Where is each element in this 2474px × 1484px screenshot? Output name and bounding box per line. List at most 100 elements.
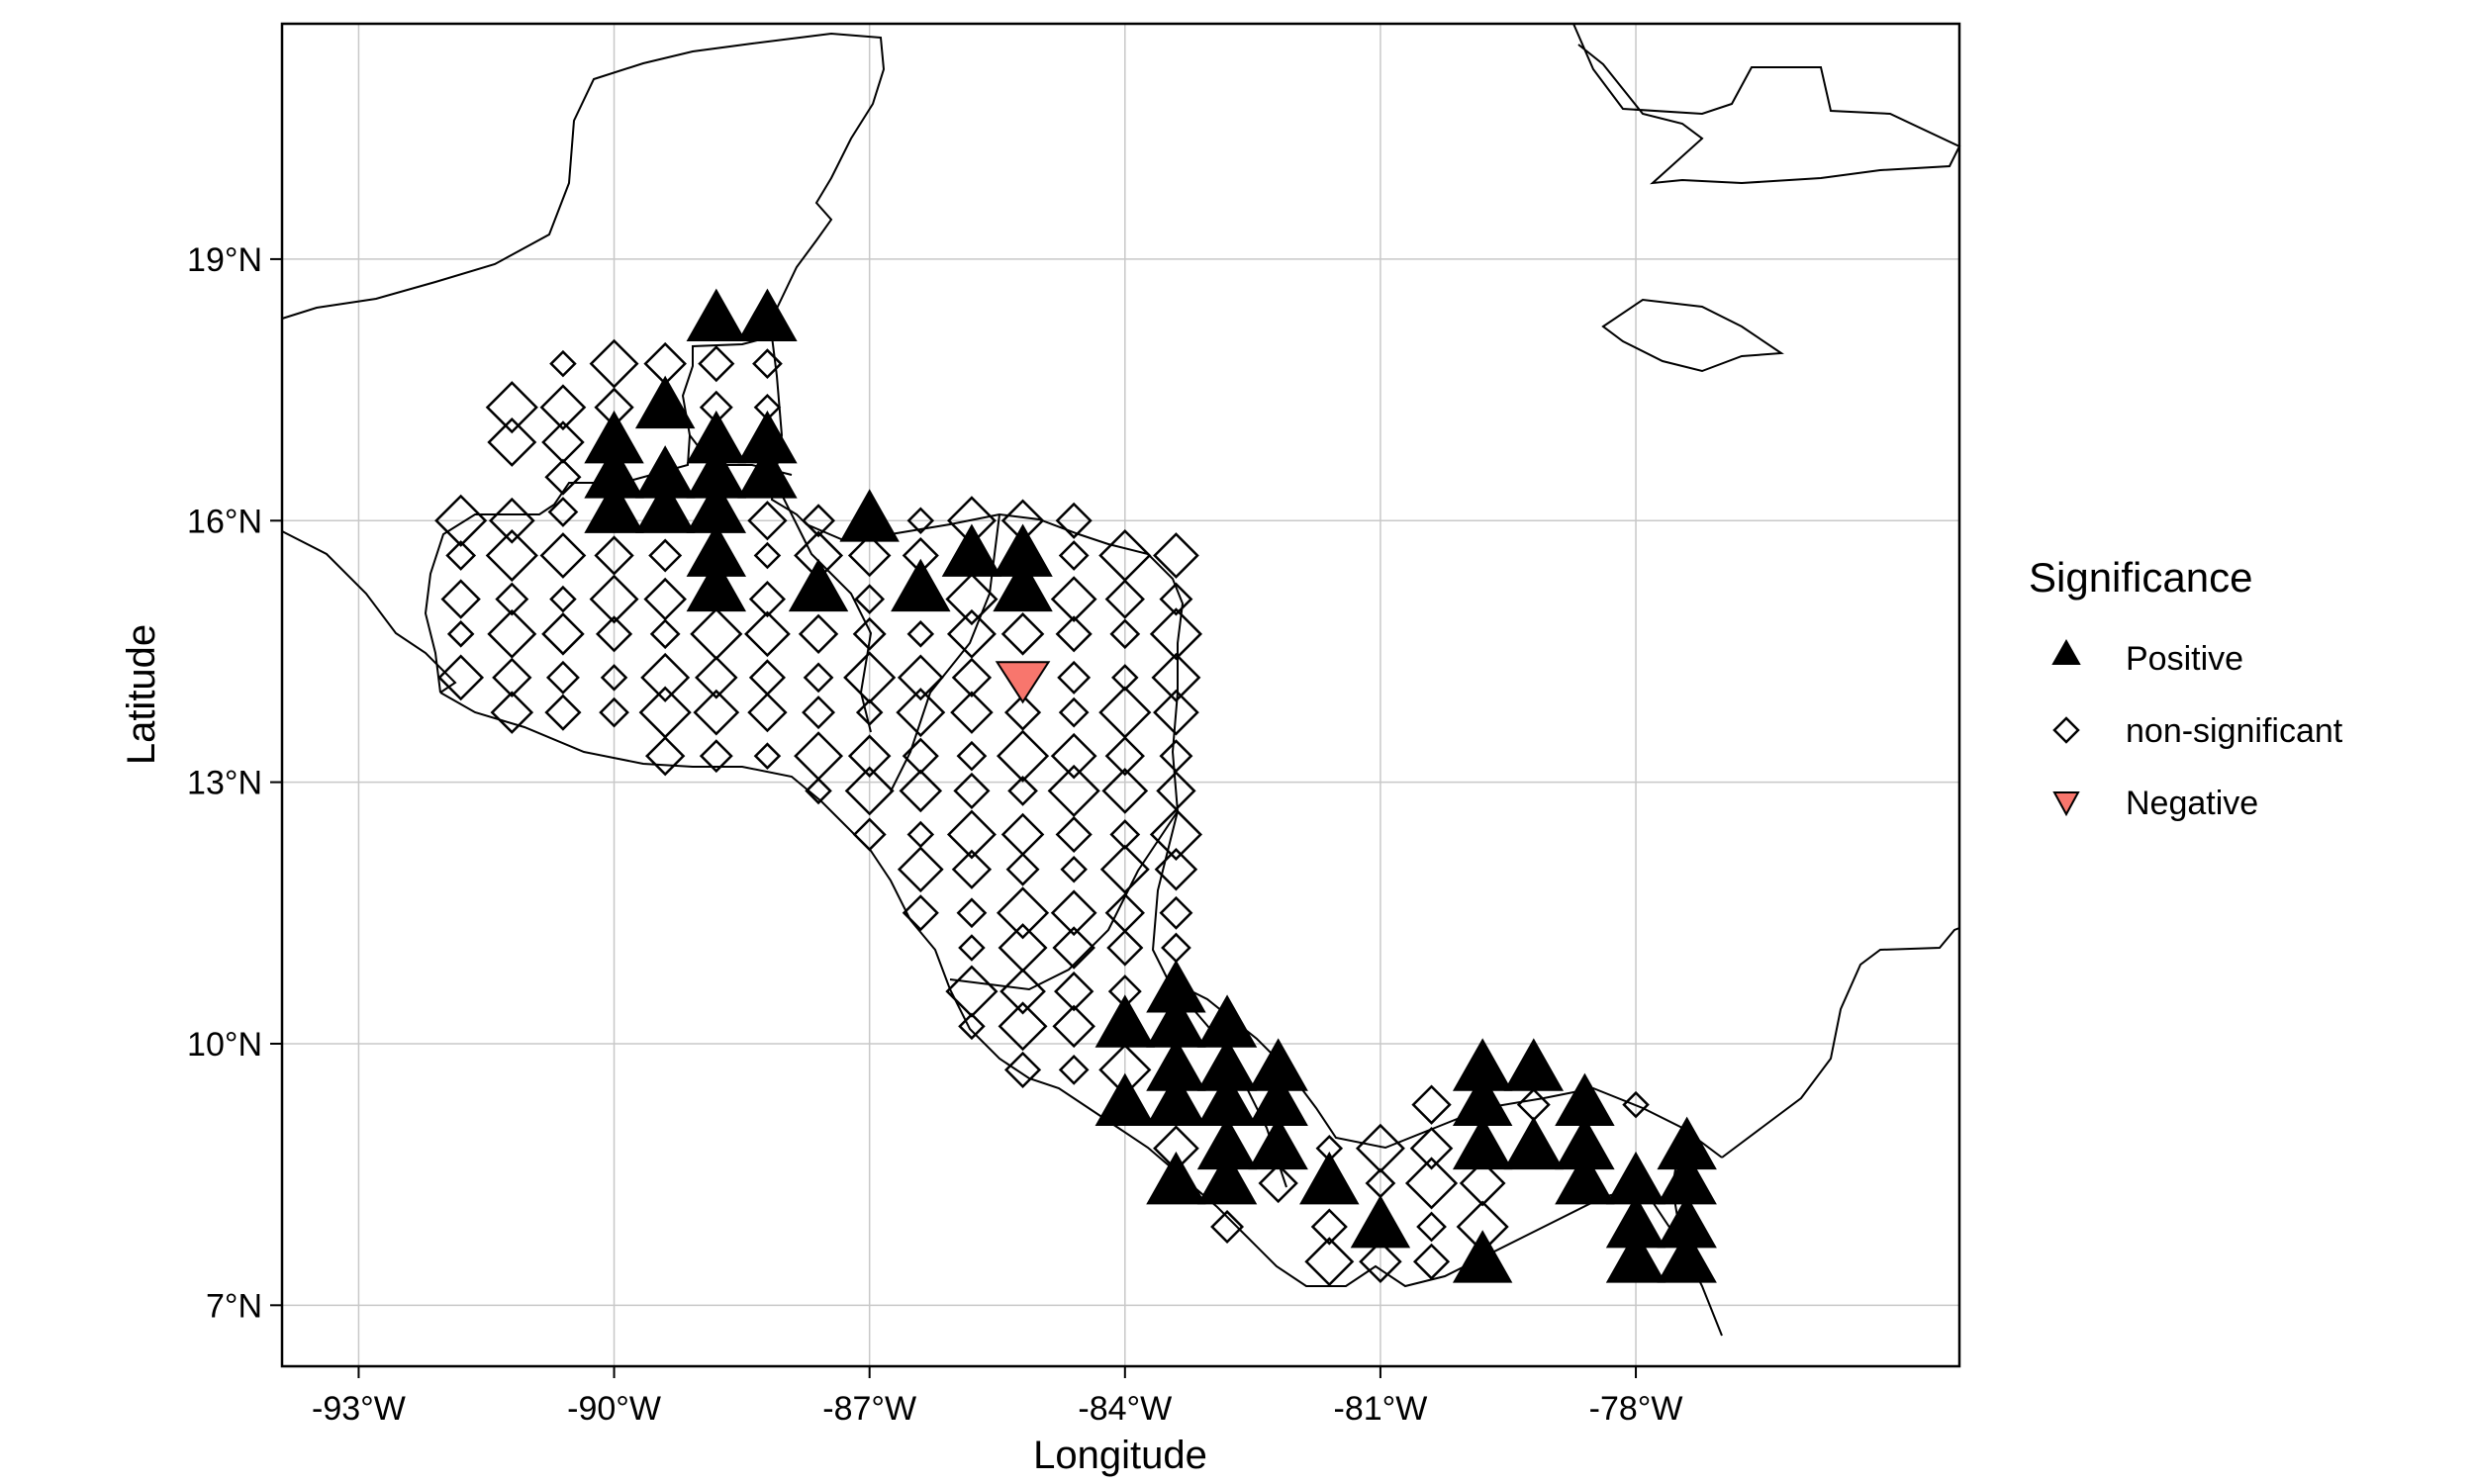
point-nonsignificant-diamond bbox=[1159, 582, 1193, 616]
point-nonsignificant-diamond bbox=[855, 698, 884, 726]
x-tick-label: -78°W bbox=[1589, 1390, 1683, 1428]
point-nonsignificant-diamond bbox=[1055, 815, 1093, 854]
point-nonsignificant-diamond bbox=[798, 613, 839, 654]
point-nonsignificant-diamond bbox=[996, 729, 1050, 783]
point-nonsignificant-diamond bbox=[1047, 764, 1100, 817]
point-nonsignificant-diamond bbox=[1459, 1159, 1506, 1207]
point-nonsignificant-diamond bbox=[1304, 1237, 1355, 1287]
point-nonsignificant-diamond bbox=[495, 582, 529, 616]
point-nonsignificant-diamond bbox=[1149, 807, 1202, 862]
point-nonsignificant-diamond bbox=[747, 692, 788, 733]
point-positive-triangle bbox=[634, 375, 696, 429]
point-nonsignificant-diamond bbox=[946, 809, 997, 860]
point-nonsignificant-diamond bbox=[896, 688, 946, 738]
point-nonsignificant-diamond bbox=[1000, 612, 1045, 656]
point-nonsignificant-diamond bbox=[950, 691, 994, 734]
point-nonsignificant-diamond bbox=[1109, 618, 1141, 650]
point-positive-triangle bbox=[584, 480, 644, 533]
point-nonsignificant-diamond bbox=[897, 846, 944, 893]
point-nonsignificant-diamond bbox=[595, 615, 633, 653]
point-nonsignificant-diamond bbox=[1058, 696, 1090, 728]
point-nonsignificant-diamond bbox=[996, 886, 1050, 940]
point-nonsignificant-diamond bbox=[440, 579, 481, 619]
point-nonsignificant-diamond bbox=[1411, 1084, 1452, 1125]
cuba-coast bbox=[1484, 23, 1961, 185]
point-nonsignificant-diamond bbox=[1622, 1090, 1650, 1119]
point-nonsignificant-diamond bbox=[1007, 776, 1038, 806]
point-nonsignificant-diamond bbox=[589, 338, 639, 389]
gridlines bbox=[282, 24, 1959, 1366]
data-points bbox=[434, 288, 1717, 1287]
point-positive-triangle bbox=[1094, 1072, 1156, 1127]
point-positive-triangle bbox=[1503, 1038, 1565, 1091]
point-nonsignificant-diamond bbox=[752, 348, 783, 380]
point-positive-triangle bbox=[1146, 1151, 1206, 1205]
point-nonsignificant-diamond bbox=[1050, 576, 1097, 622]
point-positive-triangle bbox=[1196, 1151, 1258, 1205]
point-nonsignificant-diamond bbox=[854, 584, 886, 614]
point-nonsignificant-diamond bbox=[1050, 889, 1097, 937]
point-positive-triangle bbox=[634, 480, 696, 533]
x-axis-title: Longitude bbox=[1033, 1434, 1207, 1477]
point-nonsignificant-diamond bbox=[1258, 1162, 1298, 1204]
y-tick-label: 7°N bbox=[206, 1287, 262, 1325]
south-america-coast bbox=[1721, 927, 1960, 1159]
point-nonsignificant-diamond bbox=[902, 894, 939, 932]
jamaica-coast bbox=[1601, 298, 1784, 373]
point-nonsignificant-diamond bbox=[539, 384, 587, 431]
legend: Significance Positive non-significant Ne… bbox=[2029, 554, 2343, 822]
point-nonsignificant-diamond bbox=[1050, 732, 1097, 780]
point-nonsignificant-diamond bbox=[956, 740, 988, 772]
y-tick-label: 19°N bbox=[187, 241, 262, 279]
point-positive-triangle bbox=[891, 558, 951, 612]
point-negative-triangle bbox=[995, 661, 1051, 704]
point-positive-triangle bbox=[1146, 1072, 1206, 1127]
point-nonsignificant-diamond bbox=[1101, 768, 1149, 814]
x-axis-ticks: -93°W -90°W -87°W -84°W -81°W -78°W bbox=[312, 1366, 1682, 1428]
point-nonsignificant-diamond bbox=[897, 654, 944, 701]
point-nonsignificant-diamond bbox=[946, 608, 997, 659]
point-nonsignificant-diamond bbox=[753, 541, 782, 570]
central-america-pacific-coast bbox=[439, 692, 1723, 1337]
point-nonsignificant-diamond bbox=[1106, 929, 1144, 967]
point-positive-triangle bbox=[1248, 1116, 1308, 1170]
y-tick-label: 13°N bbox=[187, 765, 262, 802]
x-tick-label: -81°W bbox=[1334, 1390, 1428, 1428]
point-nonsignificant-diamond bbox=[1154, 847, 1198, 891]
point-nonsignificant-diamond bbox=[945, 573, 999, 626]
point-nonsignificant-diamond bbox=[805, 777, 832, 805]
point-nonsignificant-diamond bbox=[648, 538, 683, 573]
point-nonsignificant-diamond bbox=[753, 742, 782, 770]
point-nonsignificant-diamond bbox=[906, 507, 935, 535]
legend-title: Significance bbox=[2029, 554, 2252, 601]
x-tick-label: -87°W bbox=[822, 1390, 916, 1428]
point-nonsignificant-diamond bbox=[899, 769, 943, 813]
pacific-coast-mexico bbox=[281, 530, 457, 694]
plot-border bbox=[280, 22, 1961, 1368]
point-nonsignificant-diamond bbox=[699, 739, 733, 774]
point-nonsignificant-diamond bbox=[1055, 502, 1093, 539]
point-nonsignificant-diamond bbox=[1058, 1055, 1090, 1085]
x-tick-label: -84°W bbox=[1078, 1390, 1172, 1428]
point-nonsignificant-diamond bbox=[951, 657, 993, 698]
point-nonsignificant-diamond bbox=[844, 766, 895, 816]
point-positive-triangle bbox=[993, 558, 1053, 612]
point-nonsignificant-diamond bbox=[1153, 532, 1199, 579]
point-nonsignificant-diamond bbox=[747, 501, 788, 541]
point-nonsignificant-diamond bbox=[748, 581, 786, 618]
point-nonsignificant-diamond bbox=[695, 656, 738, 699]
point-nonsignificant-diamond bbox=[693, 689, 740, 736]
point-nonsignificant-diamond bbox=[1055, 615, 1093, 653]
point-nonsignificant-diamond bbox=[852, 616, 887, 651]
point-nonsignificant-diamond bbox=[1104, 579, 1145, 619]
point-nonsignificant-diamond bbox=[1060, 855, 1088, 883]
legend-label-nonsignificant: non-significant bbox=[2126, 712, 2343, 750]
point-nonsignificant-diamond bbox=[1052, 1004, 1095, 1049]
point-nonsignificant-diamond bbox=[1054, 971, 1094, 1012]
point-positive-triangle bbox=[1350, 1194, 1411, 1249]
point-positive-triangle bbox=[941, 523, 1002, 577]
point-nonsignificant-diamond bbox=[1058, 540, 1090, 571]
point-nonsignificant-diamond bbox=[1409, 1126, 1454, 1170]
point-nonsignificant-diamond bbox=[958, 934, 986, 962]
